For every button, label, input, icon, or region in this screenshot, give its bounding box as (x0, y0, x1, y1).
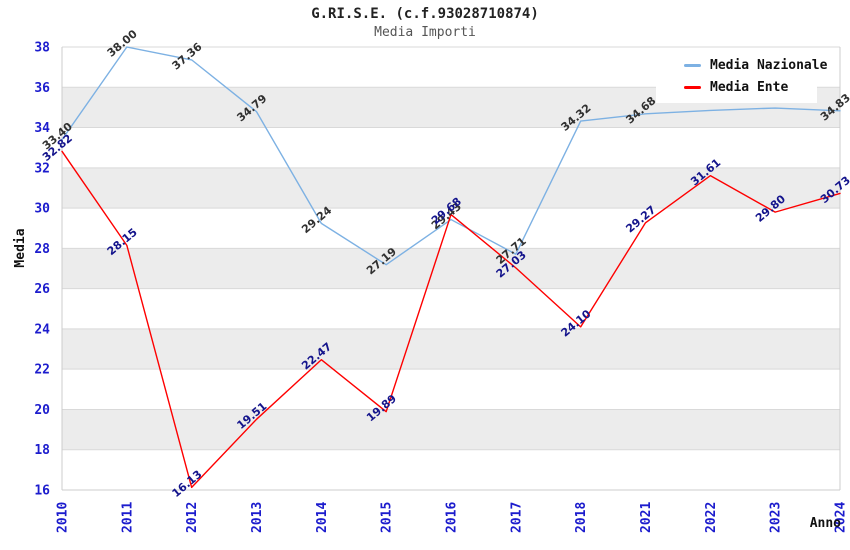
band (62, 248, 840, 289)
chart-title: G.RI.S.E. (c.f.93028710874) (311, 6, 539, 22)
x-tick-label: 2012 (185, 502, 200, 533)
legend-item-media-ente: Media Ente (684, 80, 817, 95)
plot-border (61, 47, 841, 491)
legend-label-media-nazionale: Media Nazionale (710, 57, 828, 73)
x-tick-label: 2018 (574, 502, 589, 533)
y-tick-label: 26 (34, 282, 50, 297)
y-tick-label: 16 (34, 484, 50, 499)
legend-label-media-ente: Media Ente (710, 79, 789, 95)
grid-bands (62, 87, 840, 450)
y-tick-label: 20 (34, 403, 50, 418)
y-tick-labels: 16 18 20 22 24 26 28 30 32 34 36 38 (34, 41, 50, 499)
series-line-media-ente (61, 150, 841, 489)
x-tick-label: 2015 (380, 502, 395, 533)
series-line-media-nazionale (61, 46, 841, 266)
x-tick-label: 2023 (769, 502, 784, 533)
y-tick-label: 38 (34, 41, 50, 56)
media-ente-line-icon (684, 85, 701, 89)
legend-item-media-nazionale: Media Nazionale (684, 58, 827, 73)
x-tick-label: 2021 (639, 502, 654, 533)
band (62, 409, 840, 450)
x-tick-label: 2022 (704, 502, 719, 533)
data-point-label: 38.00 (105, 27, 140, 60)
y-tick-label: 28 (34, 242, 50, 257)
band (62, 328, 840, 370)
x-tick-label: 2011 (120, 502, 135, 533)
y-tick-label: 22 (34, 363, 50, 378)
legend: Media Nazionale Media Ente (656, 49, 827, 103)
y-tick-label: 30 (34, 202, 50, 217)
x-tick-label: 2013 (250, 502, 265, 533)
x-tick-label: 2014 (315, 502, 330, 533)
x-axis-title: Anno (810, 516, 841, 531)
chart-subtitle: Media Importi (374, 25, 476, 40)
x-tick-labels: 2010 2011 2012 2013 2014 2015 2016 2017 2018 2021… (56, 502, 849, 533)
y-tick-label: 36 (34, 81, 50, 96)
y-axis-title: Media (13, 228, 28, 267)
y-tick-label: 18 (34, 443, 50, 458)
band (62, 167, 840, 209)
x-tick-label: 2010 (56, 502, 71, 533)
y-tick-label: 34 (34, 121, 50, 136)
x-tick-label: 2024 (834, 502, 849, 533)
y-tick-label: 32 (34, 161, 50, 176)
media-nazionale-line-icon (684, 63, 701, 67)
x-tick-label: 2016 (445, 502, 460, 533)
y-tick-label: 24 (34, 322, 50, 337)
x-tick-label: 2017 (509, 502, 524, 533)
